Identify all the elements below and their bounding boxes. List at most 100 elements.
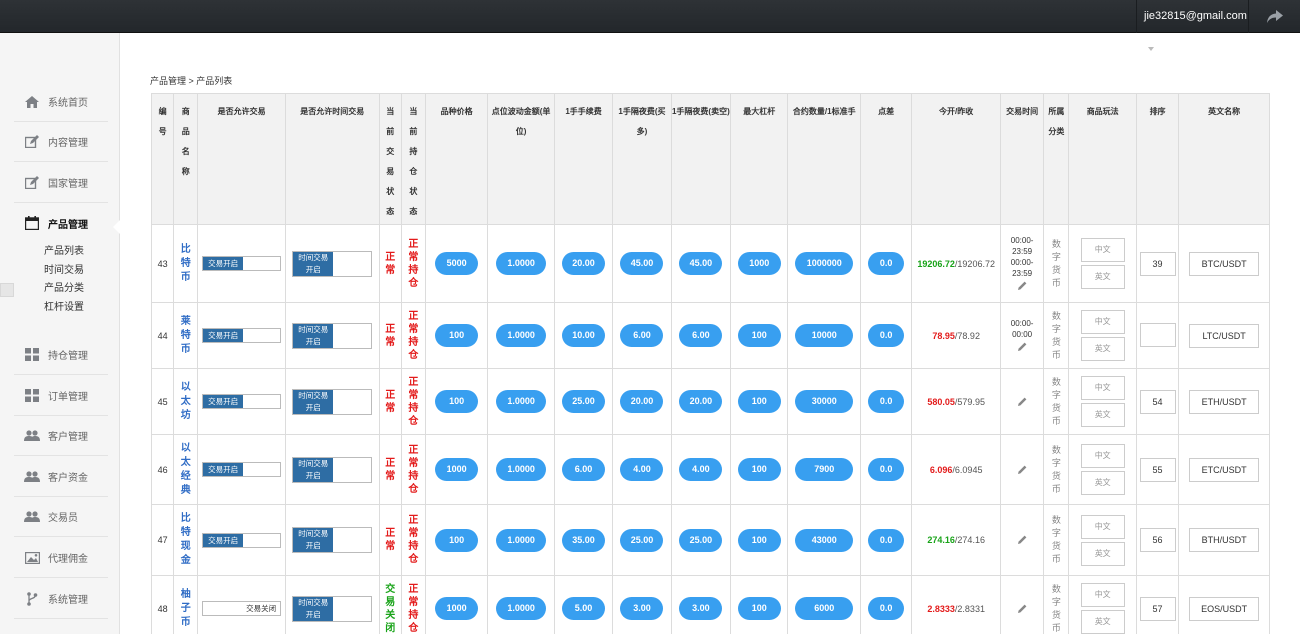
- chinese-button[interactable]: 中文: [1080, 583, 1125, 607]
- tick-pill[interactable]: 1.0000: [496, 458, 547, 481]
- spread-pill[interactable]: 0.0: [868, 252, 905, 275]
- product-name[interactable]: 以太坊: [173, 368, 199, 435]
- sidebar-item-3[interactable]: 产品管理: [14, 203, 108, 243]
- quantity-pill[interactable]: 30000: [795, 390, 854, 413]
- tick-pill[interactable]: 1.0000: [496, 324, 547, 347]
- sidebar-item-5[interactable]: 订单管理: [14, 376, 108, 416]
- english-name-input[interactable]: EOS/USDT: [1189, 596, 1260, 621]
- english-button[interactable]: 英文: [1080, 403, 1125, 427]
- pencil-icon[interactable]: [1017, 604, 1027, 613]
- trade-toggle[interactable]: 交易开启: [202, 532, 282, 548]
- spread-pill[interactable]: 0.0: [868, 390, 905, 413]
- buy-fee-pill[interactable]: 4.00: [620, 458, 664, 481]
- sort-input[interactable]: 57: [1139, 596, 1176, 621]
- price-pill[interactable]: 100: [435, 390, 479, 413]
- chinese-button[interactable]: 中文: [1080, 238, 1125, 262]
- leverage-pill[interactable]: 100: [737, 458, 781, 481]
- spread-pill[interactable]: 0.0: [868, 528, 905, 552]
- product-name[interactable]: 以太经典: [173, 434, 199, 505]
- price-pill[interactable]: 100: [435, 324, 479, 347]
- pencil-icon[interactable]: [1017, 465, 1027, 474]
- sell-fee-pill[interactable]: 20.00: [679, 390, 723, 413]
- english-button[interactable]: 英文: [1080, 541, 1125, 566]
- tick-pill[interactable]: 1.0000: [496, 528, 547, 552]
- chinese-button[interactable]: 中文: [1080, 376, 1125, 400]
- sidebar-item-10[interactable]: 系统管理: [14, 579, 108, 619]
- english-button[interactable]: 英文: [1080, 471, 1125, 495]
- quantity-pill[interactable]: 1000000: [795, 252, 854, 275]
- tick-pill[interactable]: 1.0000: [496, 390, 547, 413]
- english-name-input[interactable]: BTH/USDT: [1189, 528, 1260, 552]
- leverage-pill[interactable]: 100: [737, 528, 781, 552]
- sidebar-item-6[interactable]: 客户管理: [14, 416, 108, 456]
- submenu-item-3[interactable]: 杠杆设置: [44, 301, 84, 313]
- leverage-pill[interactable]: 100: [737, 324, 781, 347]
- pencil-icon[interactable]: [1017, 535, 1027, 544]
- price-pill[interactable]: 1000: [435, 597, 479, 620]
- price-pill[interactable]: 100: [435, 528, 479, 552]
- trade-toggle[interactable]: 交易关闭: [202, 601, 282, 616]
- tick-pill[interactable]: 1.0000: [496, 597, 547, 620]
- trade-toggle[interactable]: 交易开启: [202, 394, 282, 409]
- leverage-pill[interactable]: 100: [737, 390, 781, 413]
- product-name[interactable]: 比特币: [173, 224, 199, 303]
- fee-pill[interactable]: 25.00: [562, 390, 606, 413]
- price-pill[interactable]: 1000: [435, 458, 479, 481]
- spread-pill[interactable]: 0.0: [868, 324, 905, 347]
- english-button[interactable]: 英文: [1080, 337, 1125, 361]
- fee-pill[interactable]: 20.00: [562, 252, 606, 275]
- submenu-item-1[interactable]: 时间交易: [44, 264, 84, 276]
- english-name-input[interactable]: LTC/USDT: [1189, 323, 1260, 348]
- english-name-input[interactable]: ETC/USDT: [1189, 457, 1260, 482]
- buy-fee-pill[interactable]: 20.00: [620, 390, 664, 413]
- fee-pill[interactable]: 5.00: [562, 597, 606, 620]
- product-name[interactable]: 莱特币: [173, 302, 199, 369]
- product-name[interactable]: 比特现金: [173, 504, 199, 576]
- sell-fee-pill[interactable]: 6.00: [679, 324, 723, 347]
- english-button[interactable]: 英文: [1080, 610, 1125, 634]
- trade-toggle[interactable]: 交易开启: [202, 328, 282, 343]
- sell-fee-pill[interactable]: 25.00: [679, 528, 723, 552]
- pencil-icon[interactable]: [1017, 397, 1027, 406]
- chinese-button[interactable]: 中文: [1080, 444, 1125, 468]
- quantity-pill[interactable]: 6000: [795, 597, 854, 620]
- quantity-pill[interactable]: 7900: [795, 458, 854, 481]
- sidebar-item-7[interactable]: 客户资金: [14, 457, 108, 497]
- sort-input[interactable]: 55: [1139, 457, 1176, 482]
- logout-button[interactable]: [1248, 0, 1300, 33]
- leverage-pill[interactable]: 100: [737, 597, 781, 620]
- sort-input[interactable]: 56: [1139, 528, 1176, 552]
- buy-fee-pill[interactable]: 6.00: [620, 324, 664, 347]
- sort-input[interactable]: 54: [1139, 389, 1176, 414]
- price-pill[interactable]: 5000: [435, 252, 479, 275]
- spread-pill[interactable]: 0.0: [868, 597, 905, 620]
- trade-toggle[interactable]: 交易开启: [202, 462, 282, 477]
- submenu-item-2[interactable]: 产品分类: [44, 283, 84, 294]
- spread-pill[interactable]: 0.0: [868, 458, 905, 481]
- user-menu[interactable]: jie32815@gmail.com: [1136, 0, 1248, 52]
- quantity-pill[interactable]: 43000: [795, 528, 854, 552]
- trade-toggle[interactable]: 交易开启: [202, 256, 282, 271]
- time-trade-toggle[interactable]: 时间交易 开启: [292, 595, 373, 622]
- sort-input[interactable]: [1139, 322, 1176, 347]
- buy-fee-pill[interactable]: 45.00: [620, 252, 664, 275]
- sell-fee-pill[interactable]: 45.00: [679, 252, 723, 275]
- time-trade-toggle[interactable]: 时间交易 开启: [292, 456, 373, 483]
- quantity-pill[interactable]: 10000: [795, 324, 854, 347]
- sidebar-item-0[interactable]: 系统首页: [14, 82, 108, 122]
- fee-pill[interactable]: 6.00: [562, 458, 606, 481]
- leverage-pill[interactable]: 1000: [737, 252, 781, 275]
- english-button[interactable]: 英文: [1080, 265, 1125, 289]
- fee-pill[interactable]: 10.00: [562, 324, 606, 347]
- sidebar-toggle[interactable]: [0, 283, 14, 297]
- time-trade-toggle[interactable]: 时间交易 开启: [292, 250, 373, 277]
- sidebar-item-1[interactable]: 内容管理: [14, 122, 108, 162]
- chinese-button[interactable]: 中文: [1080, 310, 1125, 334]
- product-name[interactable]: 柚子币: [173, 575, 199, 634]
- sidebar-item-8[interactable]: 交易员: [14, 497, 108, 537]
- time-trade-toggle[interactable]: 时间交易 开启: [292, 322, 373, 349]
- sell-fee-pill[interactable]: 3.00: [679, 597, 723, 620]
- sort-input[interactable]: 39: [1139, 251, 1176, 276]
- pencil-icon[interactable]: [1017, 342, 1027, 351]
- time-trade-toggle[interactable]: 时间交易 开启: [292, 527, 373, 553]
